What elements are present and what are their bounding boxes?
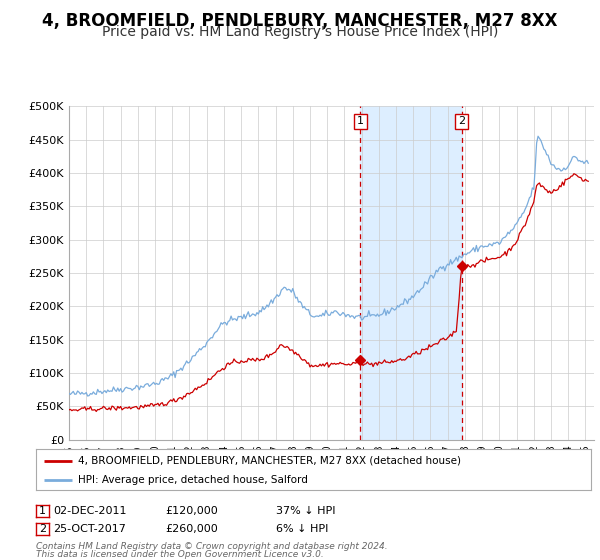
Bar <box>360 106 461 440</box>
Text: 2: 2 <box>458 116 465 127</box>
Text: Contains HM Land Registry data © Crown copyright and database right 2024.: Contains HM Land Registry data © Crown c… <box>36 542 388 551</box>
Text: 1: 1 <box>357 116 364 127</box>
Text: 6% ↓ HPI: 6% ↓ HPI <box>276 524 328 534</box>
Text: £260,000: £260,000 <box>165 524 218 534</box>
Text: Price paid vs. HM Land Registry's House Price Index (HPI): Price paid vs. HM Land Registry's House … <box>102 25 498 39</box>
Text: This data is licensed under the Open Government Licence v3.0.: This data is licensed under the Open Gov… <box>36 550 324 559</box>
Text: 02-DEC-2011: 02-DEC-2011 <box>53 506 127 516</box>
Text: 25-OCT-2017: 25-OCT-2017 <box>53 524 125 534</box>
Text: 4, BROOMFIELD, PENDLEBURY, MANCHESTER, M27 8XX: 4, BROOMFIELD, PENDLEBURY, MANCHESTER, M… <box>42 12 558 30</box>
Text: 1: 1 <box>39 506 46 516</box>
Text: HPI: Average price, detached house, Salford: HPI: Average price, detached house, Salf… <box>77 475 308 485</box>
Text: £120,000: £120,000 <box>165 506 218 516</box>
Text: 37% ↓ HPI: 37% ↓ HPI <box>276 506 335 516</box>
Text: 4, BROOMFIELD, PENDLEBURY, MANCHESTER, M27 8XX (detached house): 4, BROOMFIELD, PENDLEBURY, MANCHESTER, M… <box>77 456 461 465</box>
Text: 2: 2 <box>39 524 46 534</box>
